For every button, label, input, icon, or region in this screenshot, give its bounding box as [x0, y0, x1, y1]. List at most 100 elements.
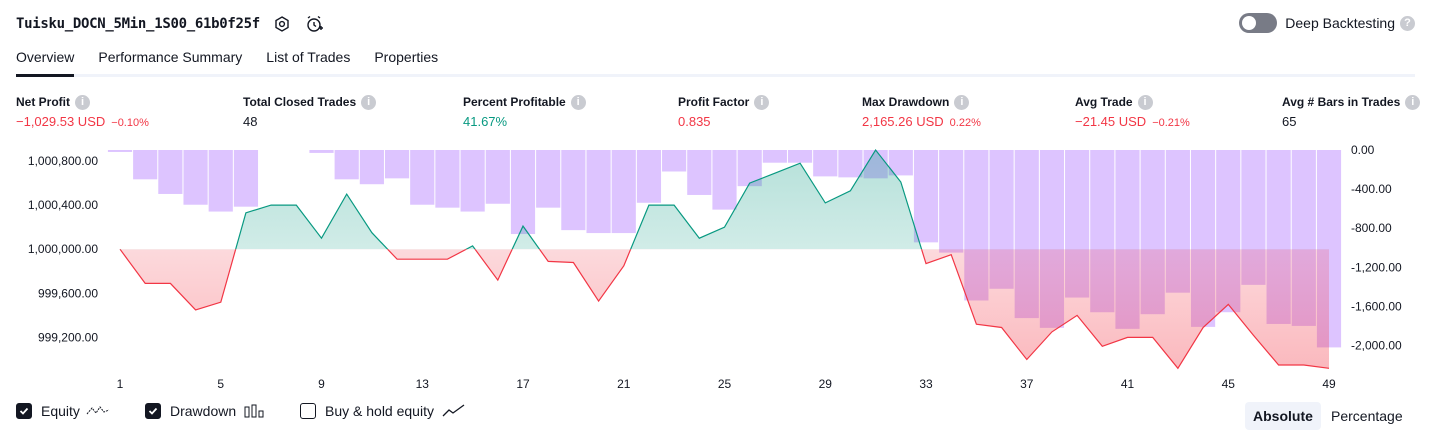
- equity-line-icon: [86, 406, 110, 415]
- drawdown-bar: [913, 150, 939, 243]
- drawdown-bar: [687, 150, 712, 195]
- drawdown-bar: [762, 150, 787, 163]
- drawdown-bar: [838, 150, 863, 178]
- equity-profit-area: [120, 150, 922, 250]
- report-tabs: Overview Performance Summary List of Tra…: [16, 44, 1415, 77]
- drawdown-bar: [510, 150, 536, 235]
- equity-loss-area: [120, 249, 1329, 369]
- drawdown-bar: [158, 150, 183, 194]
- metric-percent: 0.22%: [949, 117, 981, 129]
- metric-label: Avg # Bars in Trades: [1282, 95, 1401, 109]
- info-icon[interactable]: i: [75, 94, 90, 110]
- report-header: Tuisku_DOCN_5Min_1S00_61b0f25f: [16, 12, 324, 36]
- right-axis-tick: -400.00: [1351, 182, 1392, 196]
- left-axis-tick: 1,000,400.00: [28, 198, 98, 212]
- metric-net-profit: Net Profit i −1,029.53 USD −0.10%: [16, 93, 149, 129]
- x-axis-tick: 1: [117, 377, 124, 391]
- info-icon[interactable]: i: [1137, 94, 1153, 110]
- drawdown-bar: [133, 150, 158, 180]
- drawdown-checkbox[interactable]: [145, 403, 161, 419]
- drawdown-bar: [813, 150, 838, 177]
- x-axis-tick: 45: [1222, 377, 1236, 391]
- legend-label: Equity: [41, 403, 80, 419]
- x-axis-tick: 37: [1020, 377, 1034, 391]
- right-axis-tick: -2,000.00: [1351, 338, 1402, 352]
- x-axis-tick: 21: [617, 377, 631, 391]
- info-icon[interactable]: i: [954, 94, 970, 110]
- left-axis-tick: 999,600.00: [38, 286, 98, 300]
- x-axis-tick: 13: [416, 377, 430, 391]
- buy-hold-checkbox[interactable]: [300, 403, 316, 419]
- buy-hold-line-icon: [442, 404, 465, 417]
- tab-properties[interactable]: Properties: [374, 49, 439, 65]
- equity-checkbox[interactable]: [16, 403, 32, 419]
- metric-value: 65: [1282, 114, 1297, 129]
- legend-equity[interactable]: Equity: [16, 403, 110, 419]
- right-axis-tick: -1,200.00: [1351, 260, 1402, 274]
- drawdown-bar: [334, 150, 359, 180]
- metric-label: Net Profit: [16, 95, 70, 109]
- metric-label: Total Closed Trades: [243, 95, 357, 109]
- drawdown-bar: [107, 150, 133, 152]
- left-axis-tick: 999,200.00: [38, 330, 98, 344]
- tab-overview[interactable]: Overview: [16, 44, 75, 77]
- metric-percent: −0.10%: [111, 117, 149, 129]
- tab-performance-summary[interactable]: Performance Summary: [98, 49, 243, 65]
- right-axis-tick: 0.00: [1351, 143, 1375, 157]
- metric-label: Profit Factor: [678, 95, 750, 109]
- x-axis-tick: 29: [819, 377, 833, 391]
- drawdown-bar: [636, 150, 662, 203]
- legend-drawdown[interactable]: Drawdown: [145, 403, 264, 419]
- x-axis-tick: 17: [516, 377, 530, 391]
- x-axis-tick: 25: [718, 377, 732, 391]
- metric-label: Max Drawdown: [862, 95, 950, 109]
- left-axis-tick: 1,000,000.00: [28, 242, 98, 256]
- drawdown-bar: [309, 150, 334, 153]
- metric-value: 41.67%: [463, 114, 508, 129]
- deep-backtesting: Deep Backtesting ?: [1239, 13, 1415, 33]
- equity-line-profit: [119, 148, 923, 250]
- left-axis-tick: 1,000,800.00: [28, 154, 98, 168]
- right-axis-tick: -1,600.00: [1351, 299, 1402, 313]
- drawdown-bar: [662, 150, 687, 172]
- metric-avg-trade: Avg Trade i −21.45 USD −0.21%: [1075, 93, 1190, 129]
- metric-profit-factor: Profit Factor i 0.835: [678, 93, 770, 129]
- drawdown-bar: [208, 150, 233, 212]
- drawdown-bar: [712, 150, 737, 210]
- mode-percentage-button[interactable]: Percentage: [1331, 408, 1403, 424]
- x-axis-tick: 41: [1121, 377, 1135, 391]
- drawdown-bar: [611, 150, 636, 234]
- drawdown-bar: [233, 150, 259, 207]
- drawdown-bar: [460, 150, 485, 212]
- metric-max-drawdown: Max Drawdown i 2,165.26 USD 0.22%: [862, 93, 981, 129]
- info-icon[interactable]: i: [1405, 94, 1421, 110]
- tab-list-of-trades[interactable]: List of Trades: [266, 49, 351, 65]
- settings-hex-icon[interactable]: [272, 14, 292, 34]
- drawdown-bar: [586, 150, 611, 234]
- equity-drawdown-chart[interactable]: 1,000,800.00 1,000,400.00 1,000,000.00 999,…: [0, 0, 1431, 400]
- metric-value: 0.835: [678, 114, 711, 129]
- x-axis-tick: 49: [1322, 377, 1336, 391]
- mode-absolute-button[interactable]: Absolute: [1245, 402, 1321, 430]
- drawdown-bar: [787, 150, 813, 163]
- drawdown-bar: [561, 150, 586, 231]
- drawdown-bar: [536, 150, 561, 208]
- drawdown-bars-icon: [244, 404, 264, 418]
- legend-buy-hold-equity[interactable]: Buy & hold equity: [300, 403, 466, 419]
- equity-line-loss: [119, 249, 1330, 370]
- deep-backtesting-toggle[interactable]: [1239, 13, 1278, 33]
- metric-percent: −0.21%: [1152, 117, 1190, 129]
- drawdown-bar: [359, 150, 384, 185]
- metric-value: −21.45 USD: [1075, 114, 1147, 129]
- drawdown-bar: [183, 150, 208, 205]
- info-icon[interactable]: i: [570, 94, 586, 110]
- info-icon[interactable]: i: [754, 94, 770, 110]
- legend-label: Buy & hold equity: [325, 403, 434, 419]
- help-icon[interactable]: ?: [1400, 15, 1415, 31]
- alarm-add-icon[interactable]: [304, 14, 324, 34]
- info-icon[interactable]: i: [361, 94, 377, 110]
- metric-value: −1,029.53 USD: [16, 114, 106, 129]
- drawdown-bar: [410, 150, 435, 205]
- strategy-name: Tuisku_DOCN_5Min_1S00_61b0f25f: [16, 16, 260, 32]
- metric-avg-bars-in-trades: Avg # Bars in Trades i 65: [1282, 93, 1421, 129]
